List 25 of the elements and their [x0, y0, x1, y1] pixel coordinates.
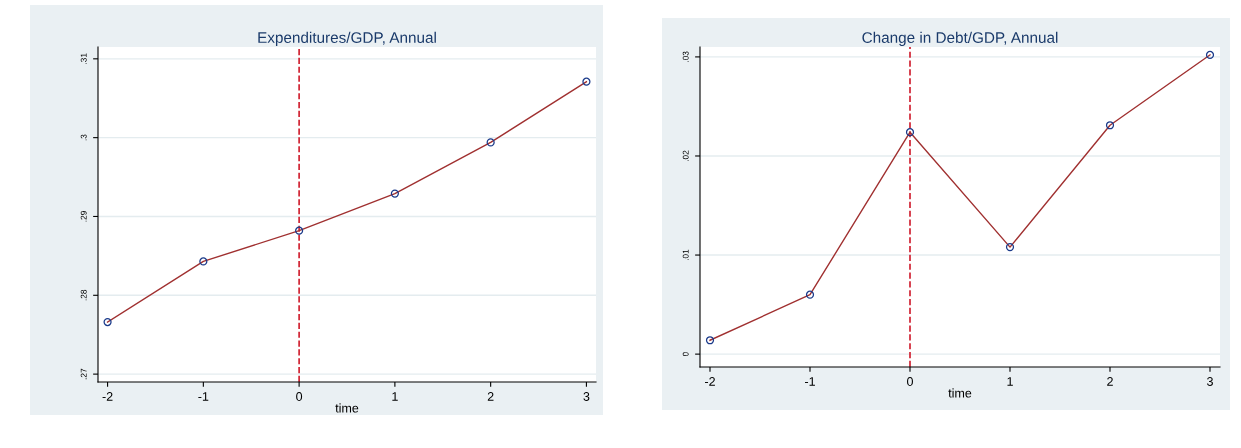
x-tick-label: 3: [1207, 377, 1213, 386]
x-tick-label: 3: [583, 392, 590, 401]
y-tick-label: .29: [80, 211, 87, 222]
x-tick-label: 0: [296, 392, 303, 401]
x-tick-label: 2: [487, 392, 494, 401]
x-tick-label: -1: [198, 392, 209, 401]
x-tick-label: -1: [805, 377, 815, 386]
x-tick-label: 2: [1107, 377, 1113, 386]
x-tick-label: -2: [102, 392, 113, 401]
x-tick-label: 1: [392, 392, 398, 401]
y-tick-label: .27: [80, 368, 87, 380]
y-tick-label: .3: [80, 134, 87, 141]
y-tick-label: .01: [682, 249, 689, 261]
x-tick-label: -2: [705, 377, 715, 386]
y-tick-label: .02: [682, 150, 689, 162]
y-tick-label: .03: [682, 51, 689, 62]
y-tick-label: .31: [80, 53, 87, 64]
chart-title: Expenditures/GDP, Annual: [258, 31, 436, 46]
chart-title: Change in Debt/GDP, Annual: [862, 31, 1058, 46]
x-axis-title: time: [335, 403, 359, 413]
y-tick-label: 0: [682, 352, 689, 357]
x-axis-title: time: [948, 388, 972, 398]
x-tick-label: 1: [1007, 377, 1013, 386]
x-tick-label: 0: [907, 377, 913, 386]
y-tick-label: .28: [80, 289, 87, 301]
